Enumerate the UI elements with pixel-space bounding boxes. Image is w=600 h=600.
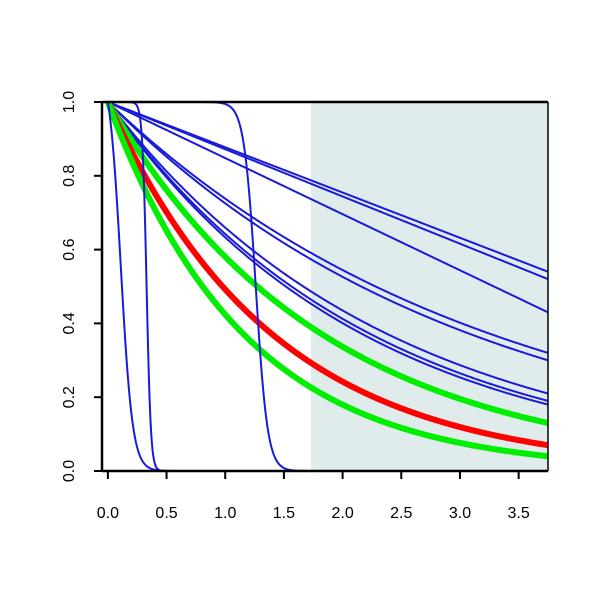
y-tick-label: 1.0 — [61, 91, 78, 113]
x-tick-label: 3.0 — [449, 505, 471, 522]
x-tick-label: 1.0 — [214, 505, 236, 522]
y-tick-label: 0.8 — [61, 165, 78, 187]
series-line-11 — [105, 100, 551, 460]
series-line-4 — [107, 101, 549, 354]
x-tick-label: 1.5 — [273, 505, 295, 522]
series-line-7 — [107, 101, 549, 402]
y-tick-label: 0.4 — [61, 312, 78, 334]
series-line-9 — [105, 100, 551, 426]
y-tick-label: 0.6 — [61, 238, 78, 260]
x-tick-label: 2.5 — [390, 505, 412, 522]
series-line-5 — [107, 101, 549, 362]
series-line-10 — [105, 100, 551, 449]
series-line-6 — [107, 101, 549, 395]
axes-layer: 0.0 0.5 1.0 1.5 2.0 2.5 3.0 3.5 0.0 0.2 0.4 0.6 0.8 1… — [61, 91, 549, 522]
x-tick-label: 0.5 — [155, 505, 177, 522]
y-tick-label: 0.2 — [61, 386, 78, 408]
series-line-1 — [107, 101, 549, 273]
x-tick-label: 0.0 — [97, 505, 119, 522]
x-tick-label: 2.0 — [331, 505, 353, 522]
series-line-3 — [107, 101, 549, 314]
y-tick-label: 0.0 — [61, 460, 78, 482]
x-tick-label: 3.5 — [508, 505, 530, 522]
series-line-8 — [107, 101, 549, 406]
series-line-2 — [107, 101, 549, 281]
